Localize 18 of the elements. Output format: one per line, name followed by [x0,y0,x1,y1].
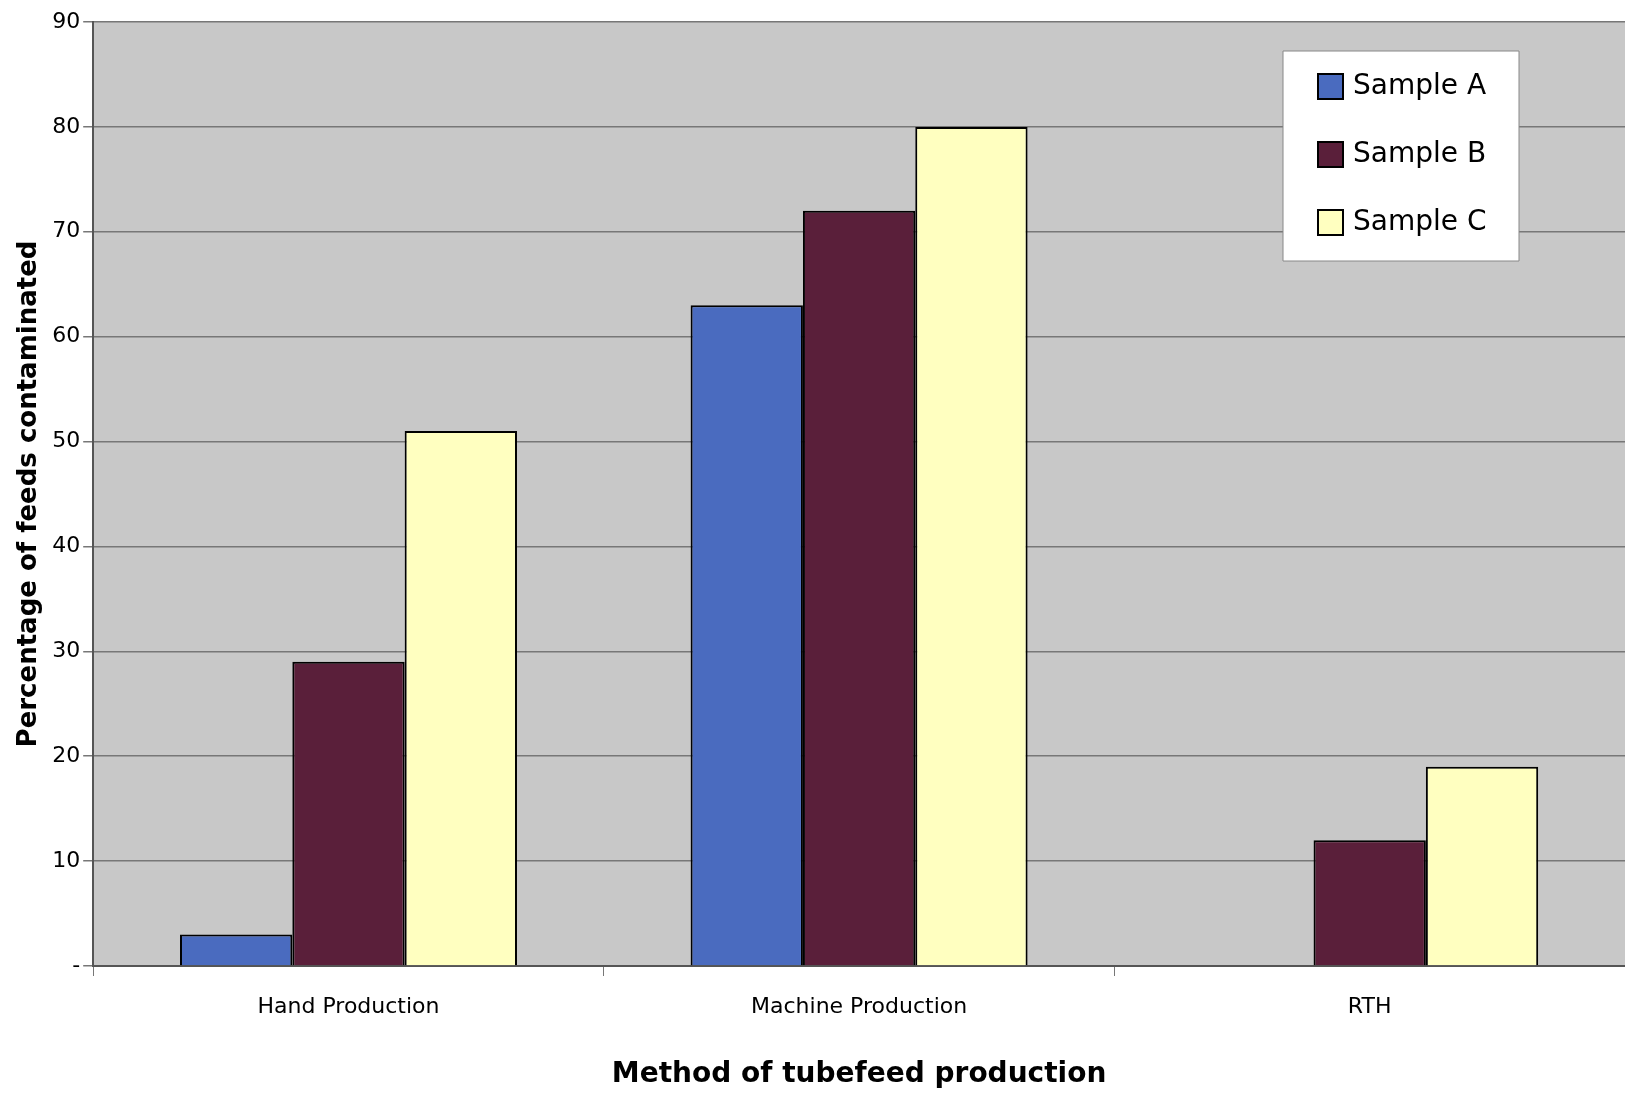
y-axis-title: Percentage of feeds contaminated [12,240,43,748]
y-tick-label: 80 [52,112,81,138]
y-tick-label: 40 [52,532,81,558]
y-tick-label: 60 [52,322,81,348]
x-tick-label: Machine Production [751,992,968,1018]
legend-label: Sample C [1353,204,1487,238]
y-tick-label: 70 [52,217,81,243]
x-tick-label: RTH [1347,992,1392,1018]
y-tick-label: 30 [52,637,81,663]
y-tick-label: 10 [52,846,81,872]
x-tick-label: Hand Production [257,992,440,1018]
y-tick-label: 50 [52,427,81,453]
y-tick-label: 20 [52,741,81,767]
legend-label: Sample B [1353,136,1487,170]
y-tick-label: 90 [52,7,81,33]
x-axis-title: Method of tubefeed production [611,1056,1107,1090]
legend-label: Sample A [1353,68,1487,102]
y-tick-label: - [72,951,81,977]
